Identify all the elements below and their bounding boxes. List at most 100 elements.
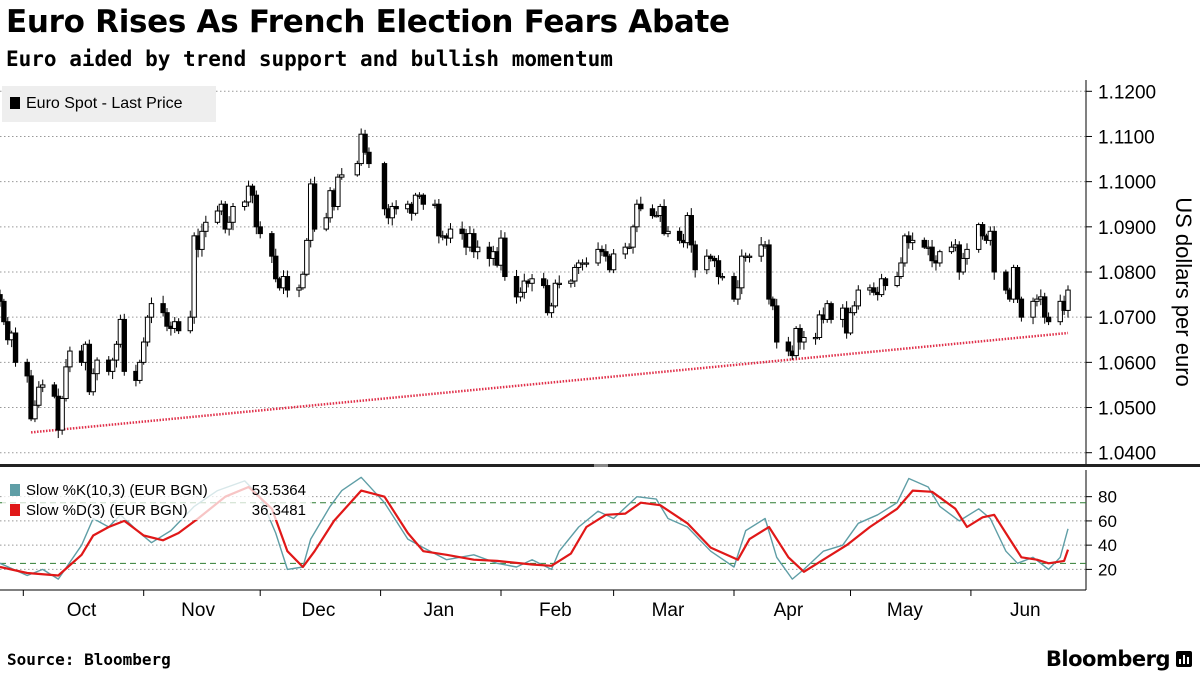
- candle-body: [1057, 300, 1063, 323]
- price-axis-label: US dollars per euro: [1171, 197, 1196, 387]
- slow-k-line: [0, 476, 1069, 580]
- candle-body: [32, 404, 38, 420]
- candle-body: [63, 366, 69, 399]
- price-tick-label: 1.1200: [1098, 82, 1156, 103]
- candle-body: [257, 226, 263, 235]
- candle-body: [568, 280, 574, 284]
- candle-body: [175, 321, 182, 332]
- osc-legend-swatch: [10, 504, 20, 516]
- candle-body: [1034, 298, 1040, 302]
- candle-body: [86, 343, 93, 393]
- candle-body: [599, 248, 605, 253]
- candle: [94, 357, 100, 381]
- candle: [471, 228, 477, 258]
- candle: [160, 295, 166, 317]
- candle: [381, 161, 388, 216]
- month-label: Mar: [652, 600, 685, 620]
- candle-body: [758, 244, 764, 257]
- candle: [708, 253, 714, 262]
- candle-body: [1018, 298, 1025, 318]
- osc-legend-label: Slow %D(3) (EUR BGN): [26, 502, 188, 519]
- candle-body: [871, 287, 877, 293]
- candle-body: [774, 305, 780, 343]
- candle: [906, 231, 912, 249]
- price-legend-box: [2, 86, 216, 122]
- candle-body: [249, 185, 256, 196]
- osc-tick-label: 80: [1098, 488, 1117, 507]
- candle-body: [230, 205, 236, 223]
- candle: [137, 359, 143, 384]
- candle-body: [1065, 289, 1071, 311]
- osc-legend-value: 36.3481: [252, 502, 306, 519]
- candle: [32, 400, 38, 423]
- candle: [704, 249, 710, 275]
- osc-legend-box: [2, 476, 312, 520]
- candle-body: [898, 262, 904, 278]
- candle: [715, 255, 722, 285]
- candle-body: [335, 176, 341, 207]
- candle-body: [113, 343, 120, 361]
- candle-body: [812, 337, 819, 340]
- candle: [634, 199, 640, 233]
- candle: [816, 310, 823, 340]
- candle-body: [572, 266, 578, 282]
- candle: [758, 237, 764, 262]
- candle-body: [144, 316, 151, 343]
- candle: [59, 395, 65, 435]
- candle-body: [137, 361, 143, 381]
- candle-body: [719, 276, 726, 279]
- candle-body: [711, 257, 718, 262]
- candle: [676, 227, 683, 244]
- slow-d-line: [0, 485, 1070, 577]
- candle-body: [304, 239, 310, 275]
- candle: [688, 208, 694, 253]
- candle: [335, 173, 341, 211]
- candle-body: [653, 215, 660, 218]
- candle-body: [94, 359, 100, 375]
- month-label: Dec: [302, 600, 336, 620]
- candle-body: [548, 305, 555, 314]
- candle: [828, 301, 834, 324]
- candle-body: [109, 359, 116, 372]
- candle-body: [187, 316, 193, 332]
- candle: [739, 249, 745, 295]
- candle-body: [960, 257, 966, 273]
- candle-body: [797, 327, 803, 343]
- candle: [882, 276, 889, 291]
- candle-body: [381, 163, 388, 210]
- candle-body: [420, 194, 427, 205]
- candle: [447, 223, 454, 244]
- candle-body: [140, 341, 147, 363]
- month-label: Jun: [1010, 600, 1041, 620]
- candle: [638, 196, 644, 212]
- candle: [871, 282, 877, 296]
- candle: [249, 183, 256, 204]
- candle: [63, 359, 69, 402]
- candle-body: [214, 210, 221, 223]
- candle: [556, 275, 562, 289]
- month-label: Apr: [774, 600, 804, 620]
- candle-body: [24, 361, 30, 377]
- candle: [199, 223, 205, 257]
- candle-body: [878, 278, 885, 296]
- candle: [230, 203, 236, 231]
- candle: [552, 279, 559, 308]
- candle: [1003, 269, 1009, 295]
- candle-body: [1, 300, 7, 323]
- candle-body: [300, 273, 306, 289]
- candle: [711, 255, 718, 268]
- candle-body: [459, 228, 465, 235]
- price-tick-label: 1.0700: [1098, 308, 1156, 329]
- bloomberg-chart-icon: [1176, 651, 1192, 667]
- candle-body: [739, 255, 745, 289]
- candle: [1057, 294, 1063, 326]
- candle-body: [634, 203, 640, 228]
- candle: [191, 232, 197, 324]
- candle-body: [770, 298, 776, 307]
- candle: [583, 257, 590, 268]
- candle: [544, 279, 551, 316]
- candle-body: [12, 332, 19, 363]
- candle: [214, 205, 221, 225]
- candle: [541, 272, 547, 289]
- candle: [513, 269, 520, 304]
